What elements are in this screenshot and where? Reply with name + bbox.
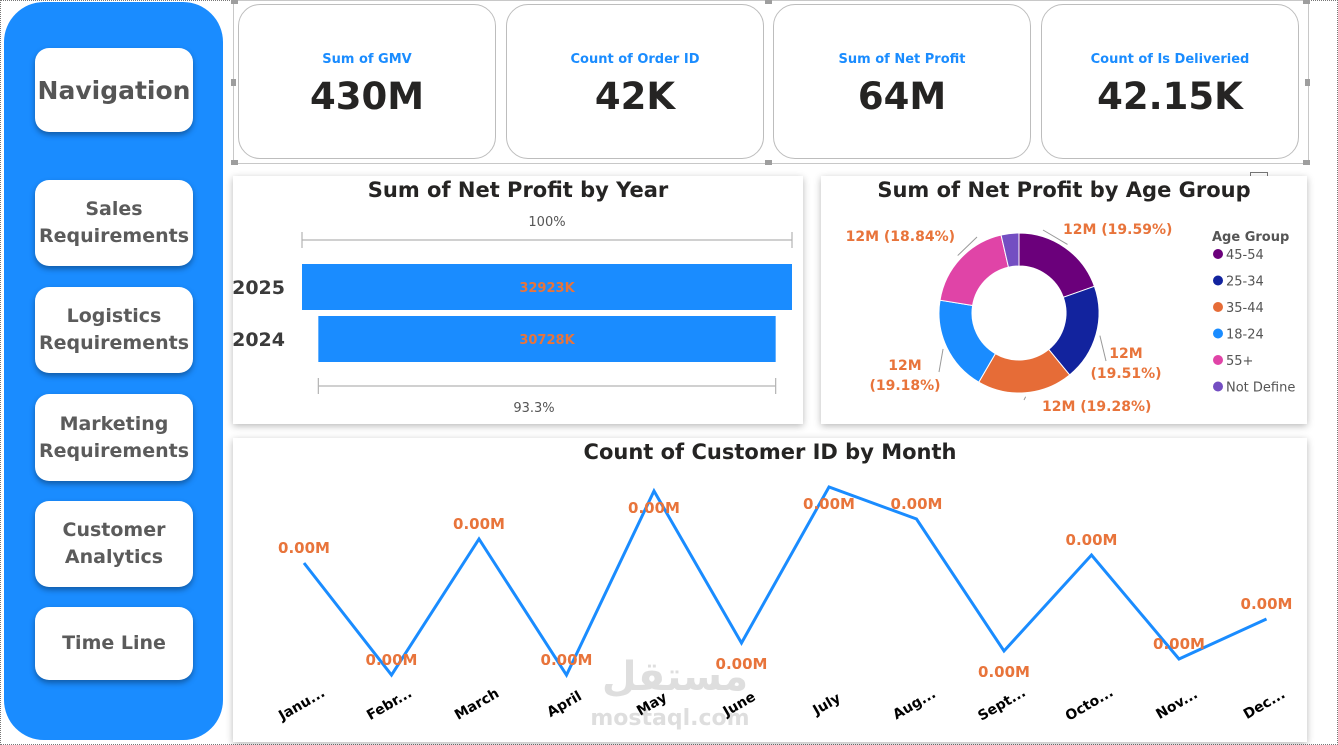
x-tick-label: July xyxy=(810,690,844,719)
line-data-label: 0.00M xyxy=(541,651,593,669)
kpi-value: 430M xyxy=(309,75,425,118)
resize-handle[interactable] xyxy=(231,79,236,86)
resize-handle[interactable] xyxy=(1305,79,1310,86)
resize-handle[interactable] xyxy=(231,160,238,165)
donut-data-label: (19.51%) xyxy=(1090,366,1161,382)
leader-line xyxy=(957,236,978,256)
kpi-value: 64M xyxy=(857,75,947,118)
line-data-label: 0.00M xyxy=(1153,635,1205,653)
kpi-label: Count of Is Deliveried xyxy=(1090,52,1250,67)
resize-handle[interactable] xyxy=(1303,0,1310,4)
watermark-english: mostaql.com xyxy=(590,706,749,730)
resize-handle[interactable] xyxy=(231,0,238,4)
line-data-label: 0.00M xyxy=(803,495,855,513)
net-profit-by-year-chart[interactable]: Sum of Net Profit by Year 100% 32923K 2025… xyxy=(233,176,803,424)
x-tick-label: Nov... xyxy=(1153,686,1200,722)
nav-marketing-requirements-button[interactable]: Marketing Requirements xyxy=(35,394,193,481)
donut-slice-45-54 xyxy=(1018,232,1096,298)
donut-data-label: 12M xyxy=(1109,346,1142,362)
x-tick-label: Dec... xyxy=(1241,686,1288,723)
donut-chart-canvas: 12M (19.59%) 12M (19.51%) 12M (19.28%) 12M (1… xyxy=(846,222,1296,415)
line-data-label: 0.00M xyxy=(716,655,768,673)
line-data-label: 0.00M xyxy=(1066,531,1118,549)
donut-slice-Not Define xyxy=(1000,232,1020,268)
chart-title: Sum of Net Profit by Year xyxy=(367,178,669,202)
sidebar: Navigation Sales Requirements Logistics … xyxy=(4,2,223,740)
kpi-label: Sum of Net Profit xyxy=(838,52,966,67)
legend-marker xyxy=(1213,328,1223,339)
chart-title: Sum of Net Profit by Age Group xyxy=(877,178,1251,202)
nav-sales-requirements-button[interactable]: Sales Requirements xyxy=(35,180,193,266)
net-profit-by-age-group-chart[interactable]: Sum of Net Profit by Age Group 12M (19.5… xyxy=(821,176,1307,424)
bar-2024 xyxy=(318,316,776,362)
kpi-card-order-count[interactable]: Count of Order ID 42K xyxy=(506,4,764,159)
kpi-label: Sum of GMV xyxy=(322,52,412,67)
x-tick-label: Febr... xyxy=(364,685,415,724)
line-chart-canvas: 0.00M Janu... 0.00M Febr... 0.00M March 0.00M A… xyxy=(275,485,1293,725)
bar-value-label: 30728K xyxy=(519,333,575,348)
line-data-label: 0.00M xyxy=(453,515,505,533)
leader-line xyxy=(1023,396,1027,401)
line-series xyxy=(302,485,1268,679)
legend-item-Not Define: Not Define xyxy=(1226,381,1295,396)
bar-chart-canvas: 100% 32923K 2025 30728K 2024 93.3% xyxy=(233,215,793,416)
x-tick-label: Aug... xyxy=(890,686,939,723)
kpi-card-net-profit[interactable]: Sum of Net Profit 64M xyxy=(773,4,1031,159)
navigation-title-button[interactable]: Navigation xyxy=(35,48,193,132)
donut-slice-55+ xyxy=(939,234,1010,307)
kpi-card-delivered-count[interactable]: Count of Is Deliveried 42.15K xyxy=(1041,4,1299,159)
bar-category-label: 2024 xyxy=(233,329,285,351)
kpi-card-gmv[interactable]: Sum of GMV 430M xyxy=(238,4,496,159)
line-data-label: 0.00M xyxy=(891,495,943,513)
legend-item-35-44: 35-44 xyxy=(1226,301,1264,316)
resize-handle[interactable] xyxy=(1303,160,1310,165)
donut-data-label: 12M (18.84%) xyxy=(846,229,955,245)
bar-category-label: 2025 xyxy=(233,277,285,299)
donut-data-label: (19.18%) xyxy=(869,378,940,394)
donut-data-label: 12M (19.28%) xyxy=(1042,399,1151,415)
x-tick-label: Octo... xyxy=(1063,684,1116,724)
nav-customer-analytics-button[interactable]: Customer Analytics xyxy=(35,501,193,587)
line-data-label: 0.00M xyxy=(366,651,418,669)
ratio-label-top: 100% xyxy=(528,215,565,230)
resize-handle[interactable] xyxy=(765,0,772,4)
legend-title: Age Group xyxy=(1212,230,1289,245)
leader-line xyxy=(938,348,944,373)
legend-marker xyxy=(1213,355,1223,365)
legend-item-18-24: 18-24 xyxy=(1226,328,1264,343)
legend-marker xyxy=(1213,302,1223,312)
x-tick-label: Sept... xyxy=(975,685,1028,725)
kpi-card-group: Sum of GMV 430M Count of Order ID 42K Su… xyxy=(231,0,1310,165)
line-data-label: 0.00M xyxy=(278,539,330,557)
kpi-label: Count of Order ID xyxy=(570,52,700,67)
kpi-value: 42.15K xyxy=(1097,75,1243,118)
legend-item-55+: 55+ xyxy=(1226,354,1253,369)
legend-item-25-34: 25-34 xyxy=(1226,275,1264,290)
legend-marker xyxy=(1213,381,1223,392)
customer-count-by-month-chart[interactable]: Count of Customer ID by Month 0.00M Janu.… xyxy=(233,438,1307,742)
nav-time-line-button[interactable]: Time Line xyxy=(35,607,193,680)
ratio-label-bottom: 93.3% xyxy=(513,401,554,416)
bar-value-label: 32923K xyxy=(519,281,575,296)
x-tick-label: Janu... xyxy=(275,685,328,725)
donut-data-label: 12M xyxy=(888,358,921,374)
line-data-label: 0.00M xyxy=(978,663,1030,681)
legend-marker xyxy=(1213,249,1223,259)
leader-line xyxy=(1042,229,1068,245)
watermark-arabic: مستقل xyxy=(602,654,748,700)
nav-logistics-requirements-button[interactable]: Logistics Requirements xyxy=(35,287,193,373)
legend-item-45-54: 45-54 xyxy=(1226,248,1264,263)
bar-2025 xyxy=(302,264,792,310)
chart-title: Count of Customer ID by Month xyxy=(583,440,957,464)
leader-line xyxy=(1099,335,1107,362)
x-tick-label: March xyxy=(452,685,502,723)
donut-data-label: 12M (19.59%) xyxy=(1063,222,1172,238)
legend-marker xyxy=(1213,275,1223,286)
watermark-logo: مستقل mostaql.com xyxy=(590,654,749,730)
line-data-label: 0.00M xyxy=(1241,595,1293,613)
kpi-value: 42K xyxy=(594,75,676,118)
resize-handle[interactable] xyxy=(765,160,772,165)
line-data-label: 0.00M xyxy=(628,499,680,517)
